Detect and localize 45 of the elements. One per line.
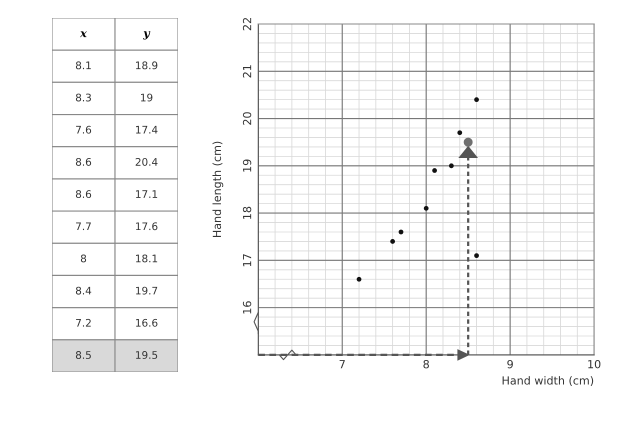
text: 17.1	[136, 190, 158, 198]
x-tick-label: 8	[423, 360, 429, 368]
text: 18.1	[136, 254, 158, 262]
point	[464, 138, 473, 147]
text: 18.9	[136, 61, 158, 70]
point	[424, 206, 429, 211]
point	[398, 230, 404, 234]
text: 19	[141, 94, 152, 102]
y-axis-title: Hand length (cm)	[212, 142, 224, 238]
text: 8.6	[76, 158, 92, 166]
text: 8.5	[76, 351, 91, 359]
y-tick-label: 19	[242, 160, 252, 172]
text: 8	[80, 254, 86, 262]
point	[356, 276, 362, 282]
y-tick-label: 16	[242, 301, 252, 314]
x-tick-label: 10	[588, 360, 600, 368]
text: x	[80, 31, 87, 38]
y-tick-label: 17	[243, 254, 252, 266]
text: 8.4	[76, 286, 92, 295]
text: 7.6	[76, 126, 92, 134]
point	[448, 163, 454, 168]
text: 17.6	[136, 222, 158, 230]
text: 19.7	[136, 286, 158, 295]
point	[457, 130, 462, 136]
point	[474, 253, 479, 258]
text: 7.2	[76, 318, 91, 327]
text: 20.4	[136, 158, 158, 166]
text: 17.4	[136, 126, 158, 134]
text: 19.5	[136, 351, 158, 359]
x-tick-label: 7	[340, 360, 345, 368]
text: 8.3	[76, 94, 91, 102]
point	[432, 168, 437, 173]
text: 8.6	[76, 190, 92, 198]
text: 7.7	[76, 222, 91, 230]
text: y	[143, 31, 150, 40]
y-tick-label: 20	[242, 112, 252, 125]
x-tick-label: 9	[507, 360, 513, 368]
point	[390, 239, 396, 244]
y-tick-label: 18	[242, 206, 252, 219]
text: 16.6	[136, 318, 158, 327]
y-tick-label: 21	[242, 65, 252, 78]
text: 8.1	[76, 61, 91, 70]
point	[474, 97, 479, 102]
x-axis-title: Hand width (cm)	[502, 376, 594, 386]
y-tick-label: 22	[242, 18, 252, 30]
